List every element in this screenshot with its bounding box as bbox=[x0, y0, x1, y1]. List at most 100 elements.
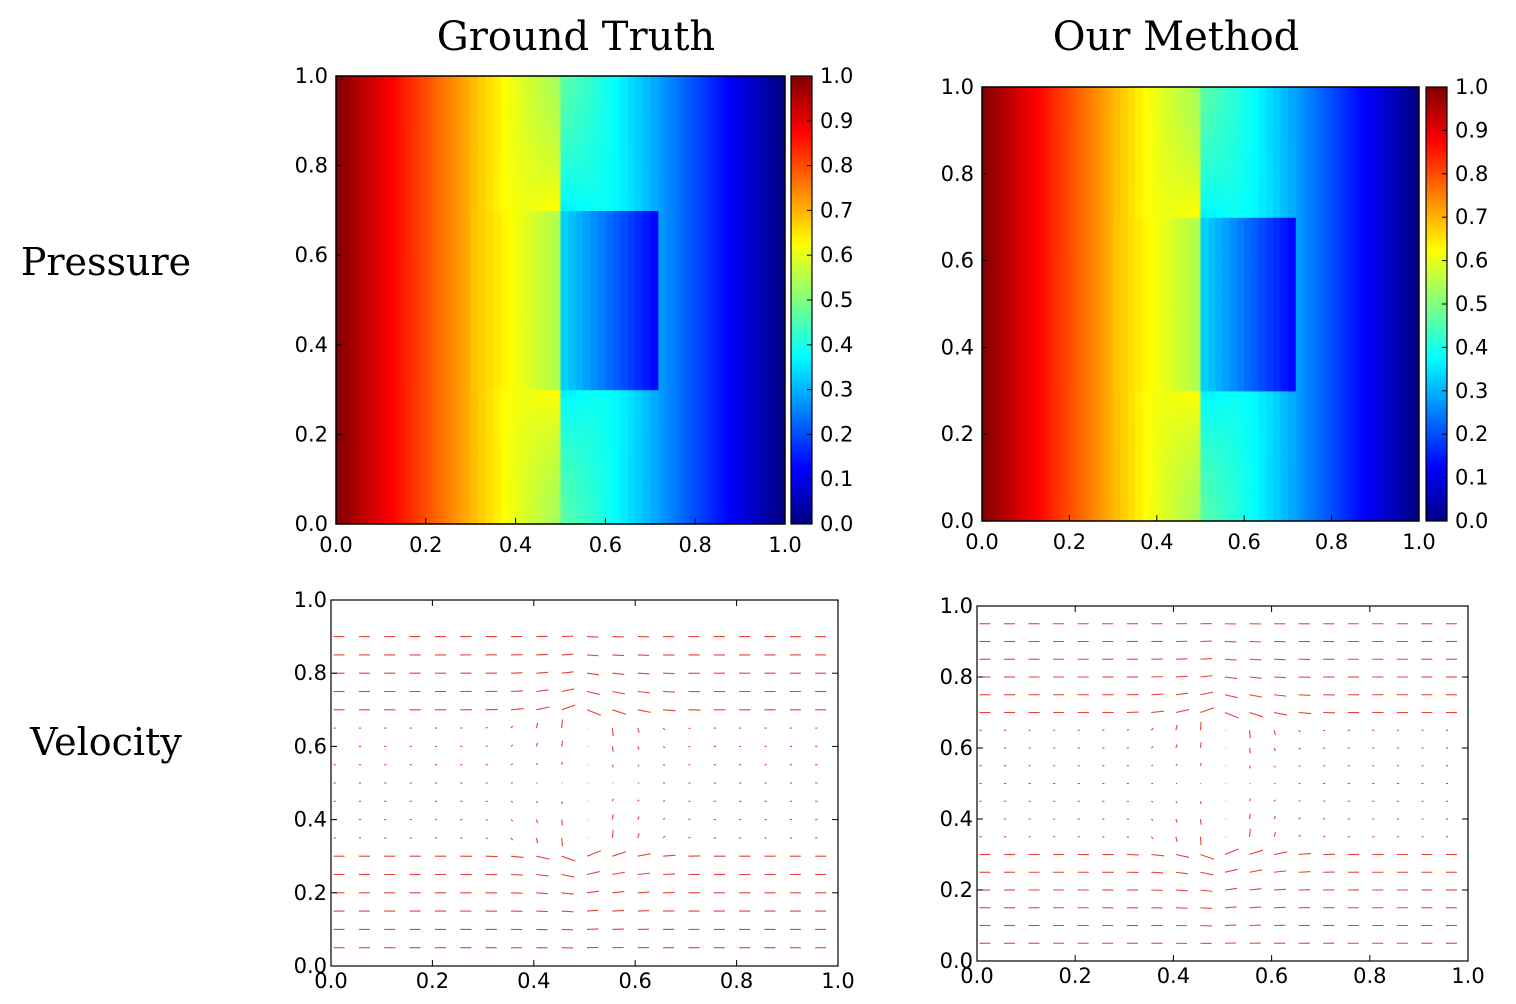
heatmap-cell bbox=[545, 352, 554, 361]
heatmap-cell bbox=[1142, 217, 1151, 226]
heatmap-cell bbox=[523, 217, 532, 226]
heatmap-cell bbox=[553, 337, 562, 346]
heatmap-cell bbox=[1164, 304, 1172, 312]
heatmap-cell bbox=[1207, 188, 1216, 197]
heatmap-cell bbox=[1266, 434, 1274, 443]
heatmap-cell bbox=[470, 337, 479, 346]
heatmap-cell bbox=[545, 479, 554, 488]
heatmap-cell bbox=[1280, 137, 1289, 146]
heatmap-cell bbox=[575, 509, 584, 518]
heatmap-cell bbox=[530, 501, 539, 510]
heatmap-cell bbox=[635, 135, 644, 144]
heatmap-cell bbox=[650, 449, 659, 458]
heatmap-cell bbox=[1236, 455, 1245, 464]
heatmap-cell bbox=[612, 307, 621, 316]
heatmap-cell bbox=[1127, 115, 1136, 124]
heatmap-cell bbox=[582, 404, 592, 413]
heatmap-cell bbox=[1156, 332, 1165, 341]
heatmap-cell bbox=[590, 344, 599, 353]
heatmap-cell bbox=[650, 412, 659, 421]
heatmap-cell bbox=[500, 314, 509, 323]
heatmap-cell bbox=[1251, 376, 1260, 385]
heatmap-cell bbox=[642, 441, 651, 450]
heatmap-cell bbox=[1171, 275, 1180, 283]
heatmap-cell bbox=[1229, 318, 1238, 327]
heatmap-cell bbox=[1244, 224, 1253, 233]
heatmap-cell bbox=[553, 225, 562, 234]
heatmap-cell bbox=[493, 120, 502, 129]
heatmap-cell bbox=[1236, 188, 1245, 197]
heatmap-cell bbox=[470, 247, 479, 256]
heatmap-cell bbox=[478, 232, 487, 241]
heatmap-cell bbox=[1229, 87, 1238, 95]
heatmap-cell bbox=[1164, 354, 1172, 363]
heatmap-cell bbox=[1164, 332, 1172, 341]
heatmap-cell bbox=[560, 397, 569, 406]
heatmap-cell bbox=[1273, 361, 1282, 370]
heatmap-cell bbox=[1120, 311, 1129, 320]
heatmap-cell bbox=[605, 270, 614, 279]
heatmap-cell bbox=[1164, 152, 1172, 160]
heatmap-cell bbox=[612, 262, 621, 271]
heatmap-cell bbox=[1127, 506, 1136, 515]
heatmap-cell bbox=[1113, 340, 1121, 348]
heatmap-cell bbox=[1251, 188, 1260, 197]
heatmap-cell bbox=[470, 120, 479, 129]
heatmap-cell bbox=[1134, 173, 1143, 182]
heatmap-cell bbox=[508, 307, 517, 316]
heatmap-cell bbox=[1222, 318, 1231, 327]
heatmap-cell bbox=[635, 240, 644, 249]
heatmap-cell bbox=[1164, 376, 1172, 385]
heatmap-cell bbox=[500, 232, 509, 241]
heatmap-cell bbox=[1280, 347, 1289, 356]
heatmap-cell bbox=[485, 509, 494, 518]
heatmap-cell bbox=[530, 464, 539, 473]
heatmap-cell bbox=[1185, 202, 1194, 211]
heatmap-cell bbox=[1178, 289, 1187, 298]
heatmap-cell bbox=[478, 180, 487, 189]
heatmap-cell bbox=[1171, 484, 1180, 493]
heatmap-cell bbox=[1185, 448, 1194, 457]
heatmap-cell bbox=[590, 449, 599, 458]
heatmap-cell bbox=[612, 292, 621, 301]
heatmap-cell bbox=[650, 180, 659, 189]
heatmap-cell bbox=[627, 434, 636, 443]
heatmap-cell bbox=[1273, 209, 1282, 218]
heatmap-cell bbox=[1127, 231, 1136, 240]
heatmap-cell bbox=[582, 367, 592, 376]
y-tick-label: 0.4 bbox=[941, 335, 974, 359]
heatmap-cell bbox=[1185, 108, 1194, 117]
heatmap-cell bbox=[1229, 115, 1238, 124]
heatmap-cell bbox=[493, 486, 502, 495]
velocity-arrow bbox=[662, 835, 666, 839]
heatmap-cell bbox=[1134, 238, 1143, 247]
heatmap-cell bbox=[567, 135, 577, 144]
heatmap-cell bbox=[1215, 325, 1223, 334]
heatmap-cell bbox=[590, 150, 599, 159]
heatmap-cell bbox=[508, 120, 517, 129]
heatmap-cell bbox=[545, 359, 554, 368]
x-tick-label: 0.2 bbox=[409, 533, 442, 557]
heatmap-cell bbox=[1120, 383, 1129, 392]
heatmap-cell bbox=[590, 180, 599, 189]
heatmap-cell bbox=[1178, 173, 1187, 182]
heatmap-cell bbox=[470, 516, 479, 525]
heatmap-cell bbox=[1215, 492, 1223, 500]
heatmap-cell bbox=[1215, 159, 1223, 168]
heatmap-cell bbox=[470, 501, 479, 510]
heatmap-cell bbox=[1193, 108, 1202, 117]
heatmap-cell bbox=[538, 344, 547, 353]
heatmap-cell bbox=[1193, 166, 1202, 175]
heatmap-cell bbox=[582, 374, 592, 383]
heatmap-cell bbox=[590, 516, 599, 525]
heatmap-cell bbox=[500, 322, 509, 331]
velocity-arrow bbox=[1273, 694, 1287, 697]
heatmap-cell bbox=[560, 344, 569, 353]
heatmap-cell bbox=[1193, 369, 1202, 377]
heatmap-cell bbox=[553, 329, 562, 338]
heatmap-cell bbox=[523, 434, 532, 443]
heatmap-cell bbox=[1113, 434, 1121, 443]
heatmap-cell bbox=[1215, 260, 1223, 269]
heatmap-cell bbox=[478, 188, 487, 197]
heatmap-cell bbox=[1164, 412, 1172, 421]
